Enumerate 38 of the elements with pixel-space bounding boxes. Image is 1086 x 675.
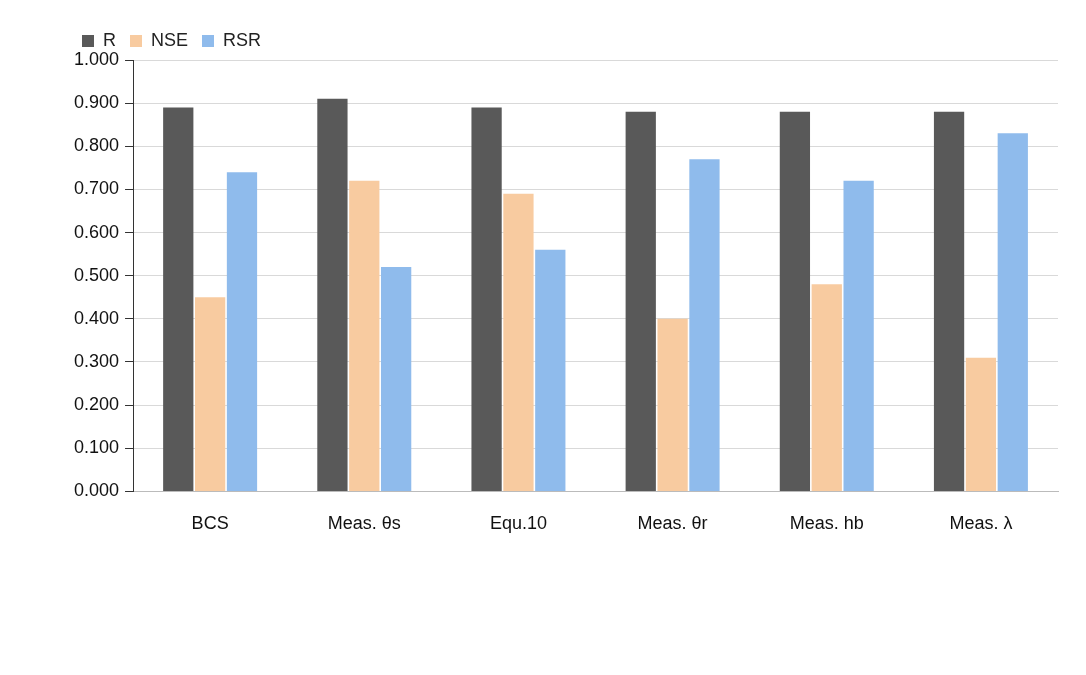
legend-label: NSE bbox=[151, 29, 189, 50]
bar bbox=[811, 284, 842, 491]
bar bbox=[317, 98, 348, 491]
y-tick-label: 0.300 bbox=[74, 350, 120, 371]
bar bbox=[194, 297, 226, 491]
y-tick-label: 1.000 bbox=[74, 48, 120, 69]
bar bbox=[689, 159, 720, 491]
bar bbox=[381, 267, 412, 491]
bar bbox=[625, 111, 656, 491]
x-tick-label: BCS bbox=[191, 513, 229, 534]
bar bbox=[503, 193, 534, 491]
bar bbox=[965, 357, 997, 491]
bar bbox=[657, 318, 688, 491]
bar bbox=[349, 180, 380, 491]
y-tick-label: 0.400 bbox=[74, 307, 120, 328]
y-tick-label: 0.700 bbox=[74, 178, 120, 199]
y-tick-label: 0.200 bbox=[74, 394, 120, 415]
bar bbox=[933, 111, 965, 491]
bar bbox=[226, 172, 258, 491]
y-tick-label: 0.100 bbox=[74, 437, 120, 458]
x-tick-label: Meas. θr bbox=[637, 513, 708, 534]
x-tick-label: Meas. λ bbox=[949, 513, 1013, 534]
legend-label: RSR bbox=[223, 29, 262, 50]
x-tick-label: Equ.10 bbox=[489, 513, 547, 534]
y-tick-label: 0.600 bbox=[74, 221, 120, 242]
y-tick-label: 0.800 bbox=[74, 135, 120, 156]
y-tick-label: 0.000 bbox=[74, 480, 120, 501]
bar bbox=[535, 249, 566, 491]
y-tick-label: 0.500 bbox=[74, 264, 120, 285]
legend-label: R bbox=[103, 29, 116, 50]
bar bbox=[997, 133, 1028, 491]
bar bbox=[163, 107, 194, 491]
y-tick-label: 0.900 bbox=[74, 92, 120, 113]
bar bbox=[843, 180, 874, 491]
x-tick-label: Meas. hb bbox=[789, 513, 864, 534]
bar bbox=[471, 107, 502, 491]
bar bbox=[779, 111, 811, 491]
x-tick-label: Meas. θs bbox=[327, 513, 401, 534]
